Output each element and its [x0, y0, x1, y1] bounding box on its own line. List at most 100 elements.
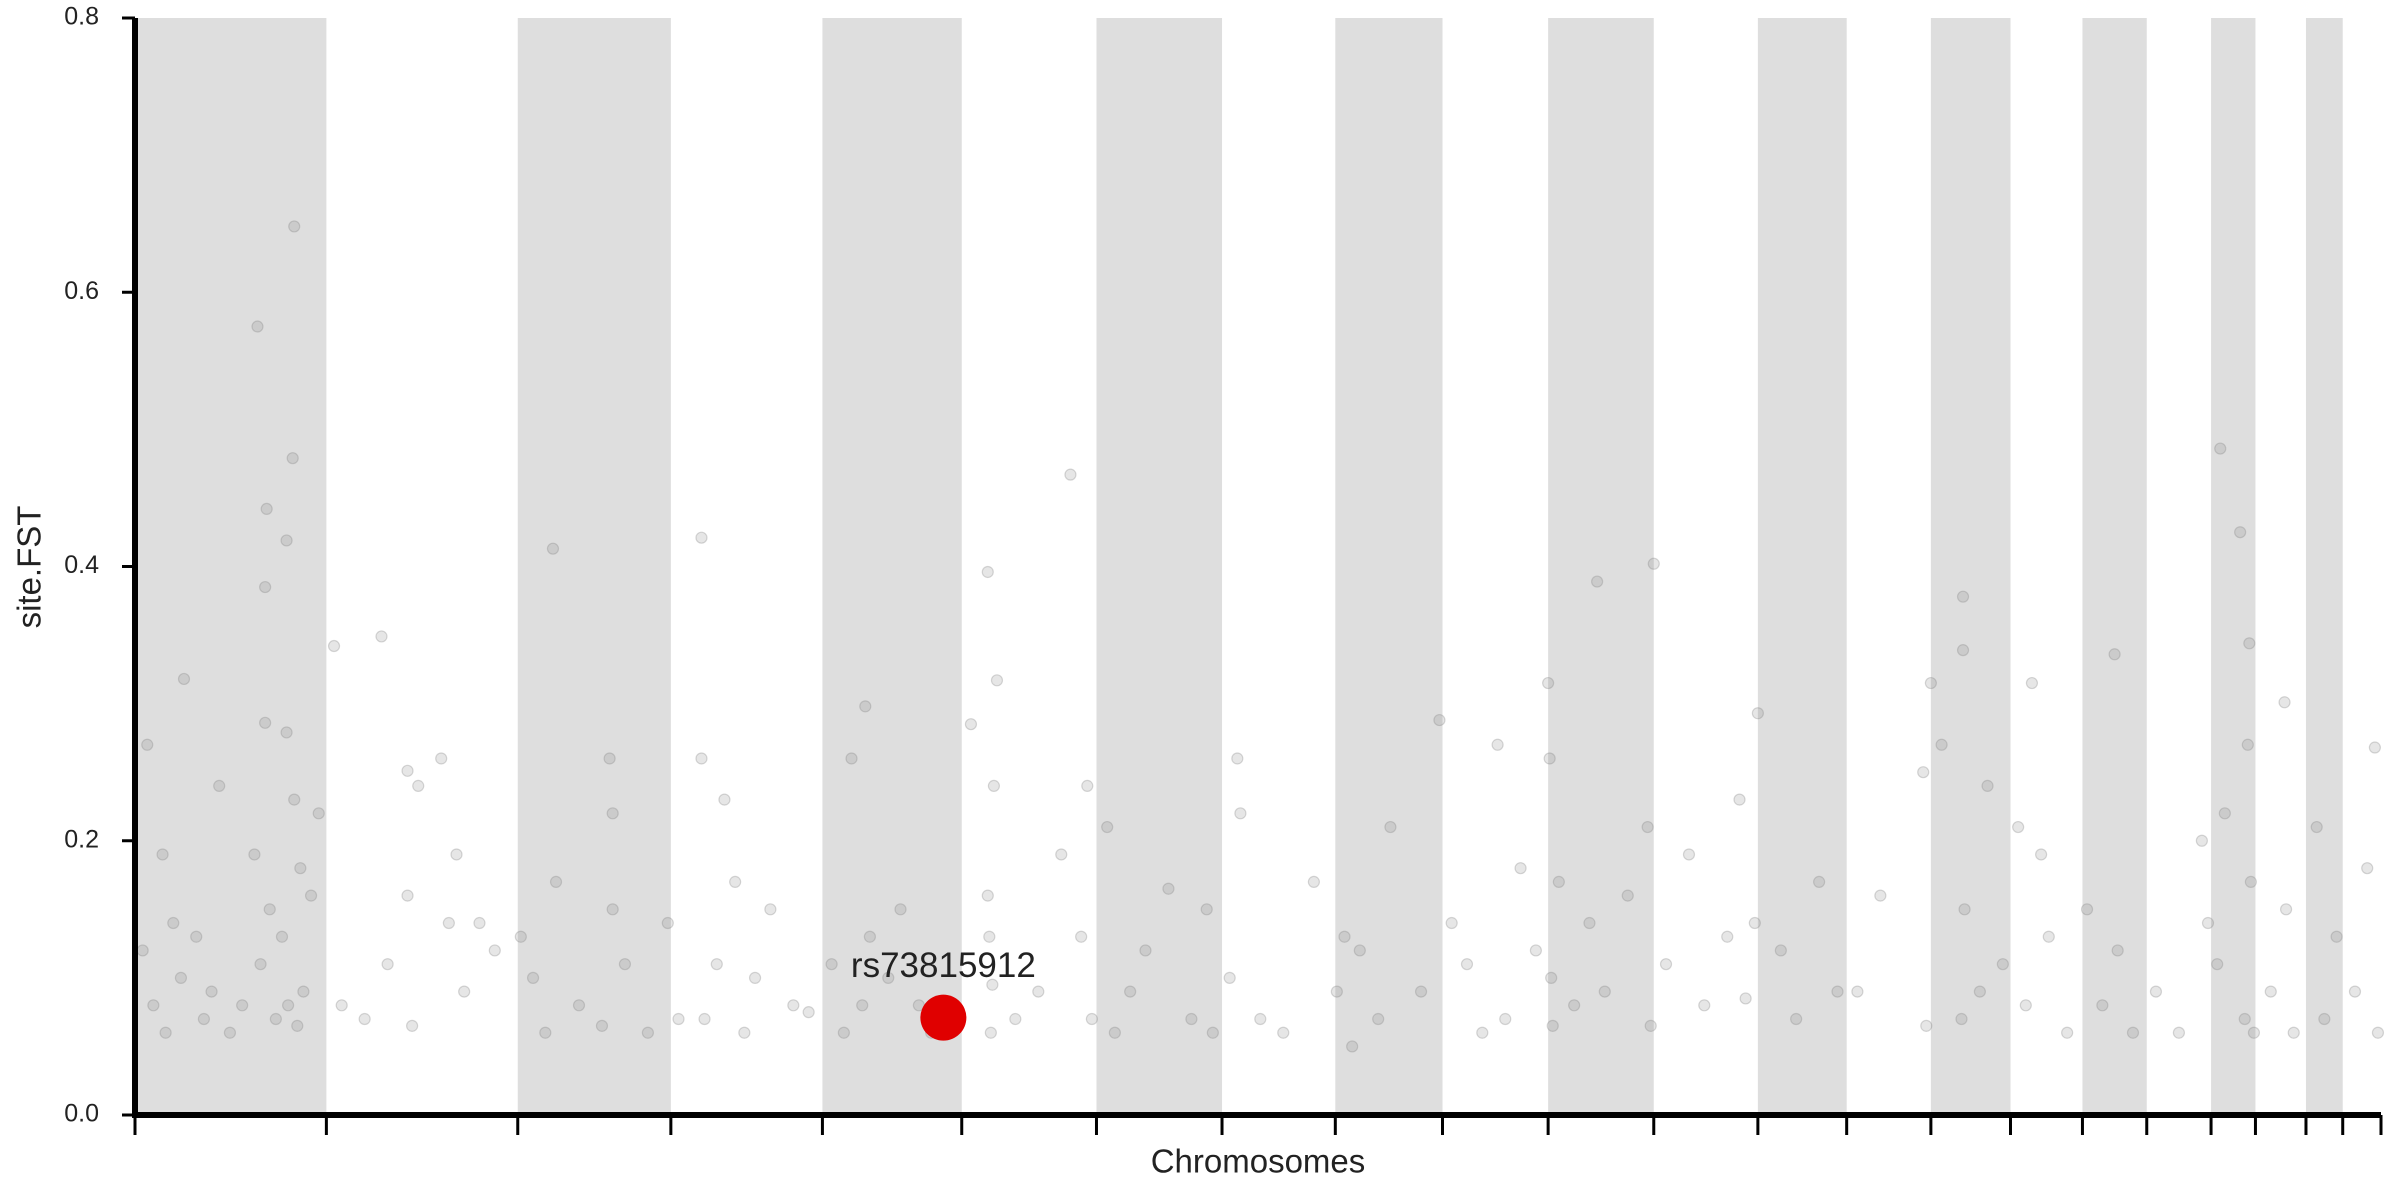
point [401, 889, 414, 902]
point [695, 531, 708, 544]
point [167, 916, 180, 930]
point [280, 726, 293, 739]
point [263, 903, 276, 916]
point [661, 916, 674, 930]
point [618, 958, 632, 971]
point [156, 848, 169, 861]
point [1543, 752, 1556, 765]
point [1476, 1026, 1489, 1039]
point [1621, 889, 1634, 902]
point [458, 985, 471, 998]
point [672, 1012, 685, 1026]
point [412, 779, 425, 793]
point [984, 1026, 997, 1039]
point [1644, 1019, 1657, 1032]
point [2025, 676, 2039, 690]
point [1460, 958, 1474, 971]
point [2214, 442, 2227, 455]
point [1996, 958, 2009, 971]
chromosome-band [822, 18, 962, 1115]
point [2012, 820, 2025, 834]
y-tick-label: 0.2 [64, 825, 99, 853]
point [1924, 676, 1937, 690]
point [1981, 779, 1994, 793]
point [2061, 1026, 2074, 1039]
point [213, 779, 226, 793]
point [1206, 1026, 1219, 1039]
point [837, 1026, 850, 1039]
point [1124, 985, 1137, 998]
point [254, 958, 267, 971]
point [2310, 820, 2323, 834]
point [748, 971, 762, 984]
point [2279, 903, 2293, 916]
point [1445, 916, 1458, 930]
point [1733, 793, 1746, 806]
point [1774, 944, 1787, 957]
point [2111, 944, 2124, 957]
point [1973, 985, 1986, 998]
point [223, 1026, 237, 1039]
point [1917, 766, 1930, 779]
point [1491, 738, 1504, 751]
point [710, 958, 723, 971]
point [401, 764, 414, 777]
point [738, 1026, 751, 1039]
point [764, 903, 777, 916]
point [1223, 971, 1236, 984]
point [729, 875, 742, 888]
point [698, 1012, 711, 1026]
point [450, 848, 463, 861]
point [1721, 930, 1734, 943]
point [488, 944, 501, 957]
point [358, 1012, 371, 1026]
point [2195, 834, 2208, 847]
point [473, 916, 486, 930]
point [2108, 648, 2121, 661]
y-tick-label: 0.4 [64, 551, 99, 579]
point [986, 978, 999, 991]
point [1384, 820, 1397, 834]
point [981, 565, 994, 579]
point [1748, 916, 1761, 930]
point [1546, 1019, 1559, 1032]
highlight-label: rs73815912 [851, 946, 1036, 985]
chromosome-band [1096, 18, 1223, 1115]
y-tick-label: 0.8 [64, 3, 99, 31]
point [572, 999, 586, 1012]
point [1185, 1012, 1198, 1026]
point [695, 752, 708, 765]
point [987, 779, 1000, 793]
point [1108, 1026, 1121, 1039]
point [2371, 1026, 2385, 1039]
point [1831, 985, 1844, 998]
point [286, 452, 299, 465]
point [2348, 985, 2362, 998]
point [442, 916, 455, 930]
point [2201, 916, 2215, 930]
point [606, 903, 619, 916]
chromosome-bands [135, 18, 2343, 1115]
point [990, 674, 1004, 687]
point [1956, 644, 1970, 657]
point [2264, 985, 2277, 998]
point [1162, 882, 1175, 895]
point [327, 639, 341, 653]
point [1064, 468, 1077, 481]
axes: 0.0 0.2 0.4 0.6 0.8 [64, 3, 2383, 1135]
point [2330, 930, 2343, 943]
point [1542, 676, 1555, 690]
point [859, 700, 872, 713]
point [197, 1012, 210, 1026]
point [894, 903, 907, 916]
point [802, 1006, 815, 1019]
point [1958, 903, 1971, 916]
point [1353, 944, 1366, 957]
point [1851, 985, 1864, 998]
point [136, 944, 149, 957]
point [174, 971, 188, 984]
point [606, 807, 619, 820]
x-axis-label: Chromosomes [1151, 1143, 1366, 1180]
point [964, 718, 978, 731]
highlight-point [920, 994, 967, 1041]
